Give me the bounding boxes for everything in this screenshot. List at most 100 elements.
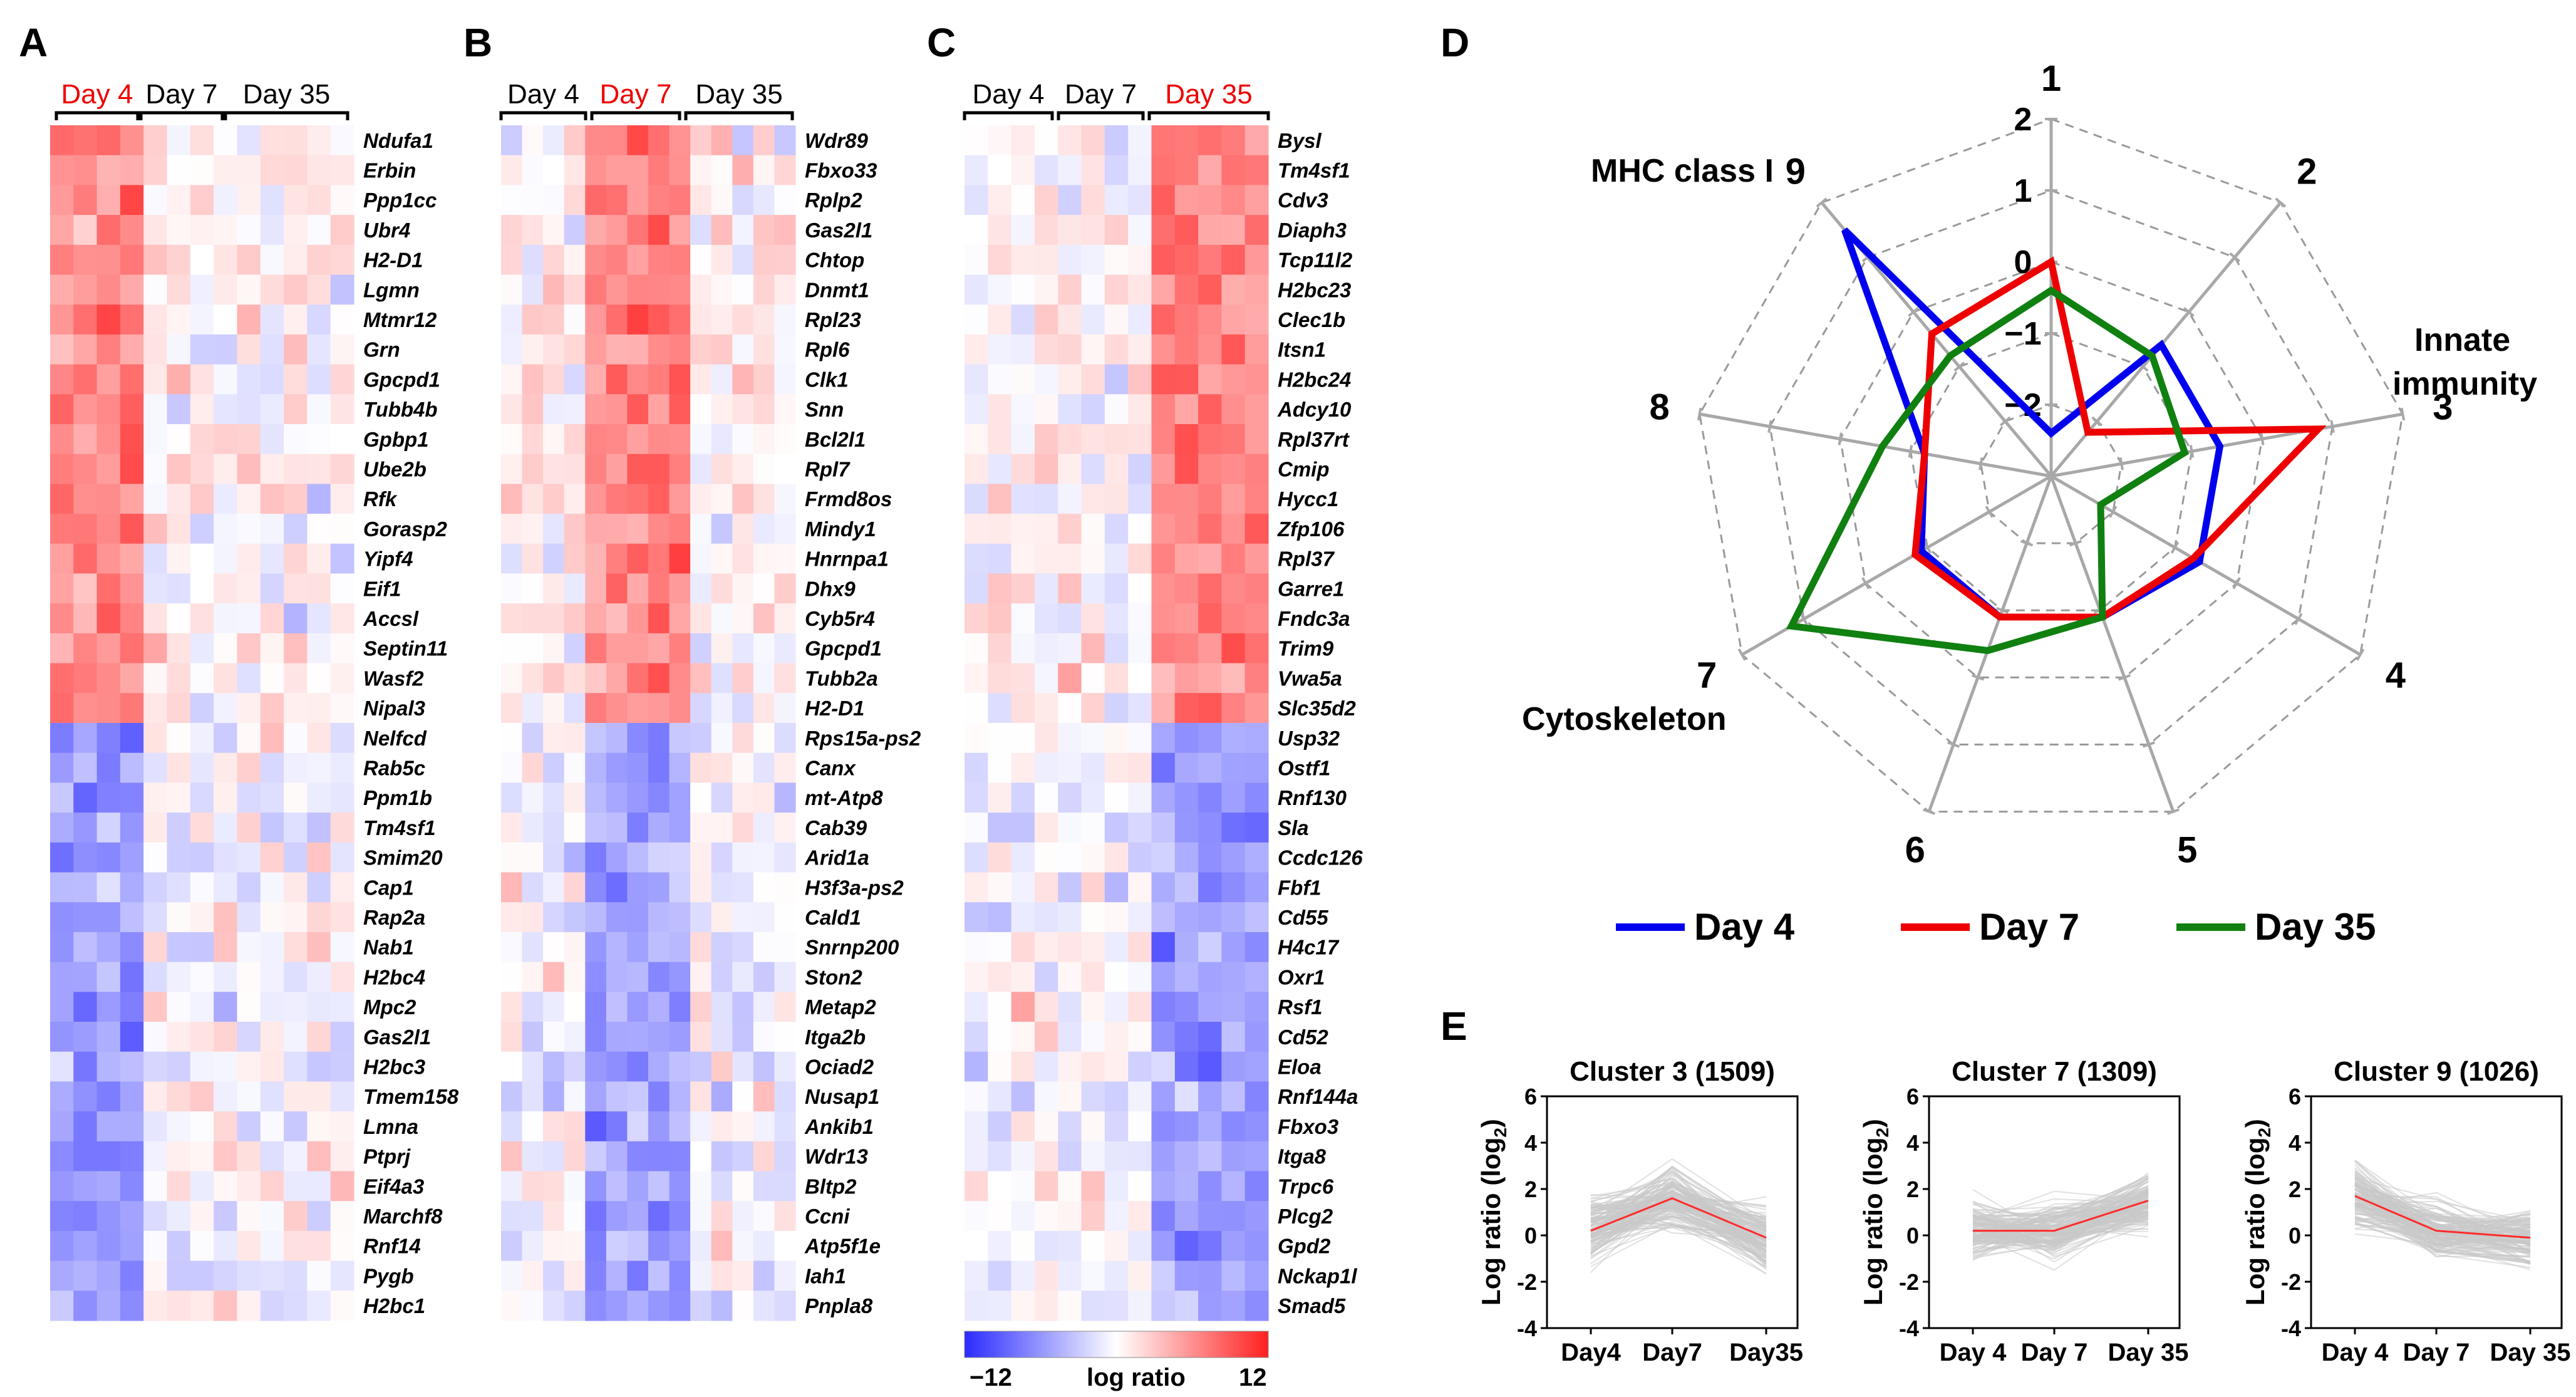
heatmap-cell <box>732 543 754 574</box>
radar-tick-mark <box>2119 457 2124 470</box>
heatmap-cell <box>73 454 98 484</box>
heatmap-cell <box>1011 454 1035 484</box>
gene-label: Itsn1 <box>1278 338 1326 361</box>
heatmap-cell <box>1198 1230 1222 1262</box>
heatmap-cell <box>648 1171 670 1202</box>
gene-label: Eif1 <box>363 577 401 600</box>
heatmap-cell <box>1011 962 1035 992</box>
heatmap-cell <box>50 364 74 395</box>
heatmap-cell <box>1151 1171 1176 1202</box>
heatmap-cell <box>1011 215 1035 246</box>
heatmap-cell <box>1174 1260 1199 1291</box>
radar-tick-mark <box>2183 307 2195 317</box>
heatmap-cell <box>1128 454 1152 484</box>
heatmap-cell <box>627 1230 649 1262</box>
heatmap-cell <box>237 842 261 873</box>
heatmap-cell <box>1104 155 1129 185</box>
heatmap-cell <box>753 454 775 484</box>
y-tick-label: -2 <box>2281 1269 2301 1295</box>
heatmap-cell <box>1198 543 1222 574</box>
heatmap-cell <box>732 1291 754 1321</box>
heatmap-cell <box>774 932 796 963</box>
heatmap-cell <box>690 155 712 185</box>
heatmap-cell <box>1104 304 1129 335</box>
heatmap-cell <box>214 842 238 873</box>
heatmap-cell <box>1174 1201 1199 1232</box>
heatmap-cell <box>237 364 261 395</box>
heatmap-cell <box>143 782 168 813</box>
heatmap-cell <box>214 155 238 185</box>
heatmap-cell <box>669 573 691 604</box>
heatmap-cell <box>732 782 754 813</box>
heatmap-cell <box>774 364 796 395</box>
heatmap-cell <box>284 1260 308 1291</box>
heatmap-cell <box>1221 484 1246 514</box>
heatmap-cell <box>96 185 121 216</box>
heatmap-cell <box>73 1171 98 1202</box>
heatmap-cell <box>606 1111 628 1142</box>
heatmap-cell <box>774 424 796 455</box>
heatmap-cell <box>564 484 586 514</box>
heatmap-cell <box>522 514 544 544</box>
heatmap-cell <box>284 573 308 604</box>
heatmap-cell <box>237 932 261 963</box>
heatmap-cell <box>585 215 607 246</box>
heatmap-cell <box>1221 304 1246 335</box>
radar-tick-mark <box>1923 808 1936 815</box>
heatmap-cell <box>307 155 331 185</box>
heatmap-cell <box>1128 543 1152 574</box>
heatmap-cell <box>260 992 284 1022</box>
heatmap-cell <box>120 215 144 246</box>
heatmap-cell <box>690 215 712 246</box>
heatmap-cell <box>585 782 607 813</box>
heatmap-cell <box>965 155 988 185</box>
heatmap-cell <box>732 1111 754 1142</box>
heatmap-cell <box>965 484 988 514</box>
radar-tick-mark <box>1947 741 1960 748</box>
heatmap-cell <box>190 962 214 992</box>
x-tick-label: Day 4 <box>1940 1339 2007 1366</box>
heatmap-cell <box>988 304 1012 335</box>
heatmap-cell <box>501 424 523 455</box>
heatmap-cell <box>1174 454 1199 484</box>
heatmap-cell <box>501 454 523 484</box>
heatmap-cell <box>330 304 354 335</box>
heatmap-cell <box>1244 1141 1269 1172</box>
heatmap-cell <box>1034 603 1058 634</box>
heatmap-cell <box>307 125 331 156</box>
heatmap-cell <box>585 1022 607 1052</box>
heatmap-cell <box>1221 872 1246 903</box>
heatmap-cell <box>522 1141 544 1172</box>
heatmap-cell <box>307 334 331 365</box>
heatmap-cell <box>307 424 331 455</box>
heatmap-cell <box>1081 573 1105 604</box>
heatmap-cell <box>648 244 670 276</box>
heatmap-cell <box>73 1111 98 1142</box>
heatmap-cell <box>73 185 98 216</box>
heatmap-cell <box>711 663 733 693</box>
heatmap-cell <box>501 932 523 963</box>
heatmap-cell <box>190 424 214 455</box>
heatmap-cell <box>627 1291 649 1321</box>
heatmap-cell <box>501 1230 523 1262</box>
heatmap-cell <box>330 1141 354 1172</box>
heatmap-cell <box>1011 364 1035 395</box>
heatmap-cell <box>96 1051 121 1082</box>
heatmap-cell <box>214 244 238 276</box>
cluster-trace <box>1972 1205 2149 1230</box>
heatmap-cell <box>1058 1022 1082 1052</box>
heatmap-cell <box>690 394 712 425</box>
y-tick-label: 4 <box>1524 1130 1537 1156</box>
heatmap-cell <box>330 334 354 365</box>
heatmap-cell <box>190 543 214 574</box>
heatmap-cell <box>73 1201 98 1232</box>
heatmap-cell <box>501 1022 523 1052</box>
heatmap-cell <box>1198 902 1222 933</box>
heatmap-cell <box>73 1141 98 1172</box>
heatmap-cell <box>1174 992 1199 1022</box>
heatmap-cell <box>1034 663 1058 693</box>
heatmap-cell <box>1151 782 1176 813</box>
gene-label: Gpd2 <box>1278 1235 1331 1258</box>
heatmap-cell <box>753 304 775 335</box>
heatmap-cell <box>260 782 284 813</box>
